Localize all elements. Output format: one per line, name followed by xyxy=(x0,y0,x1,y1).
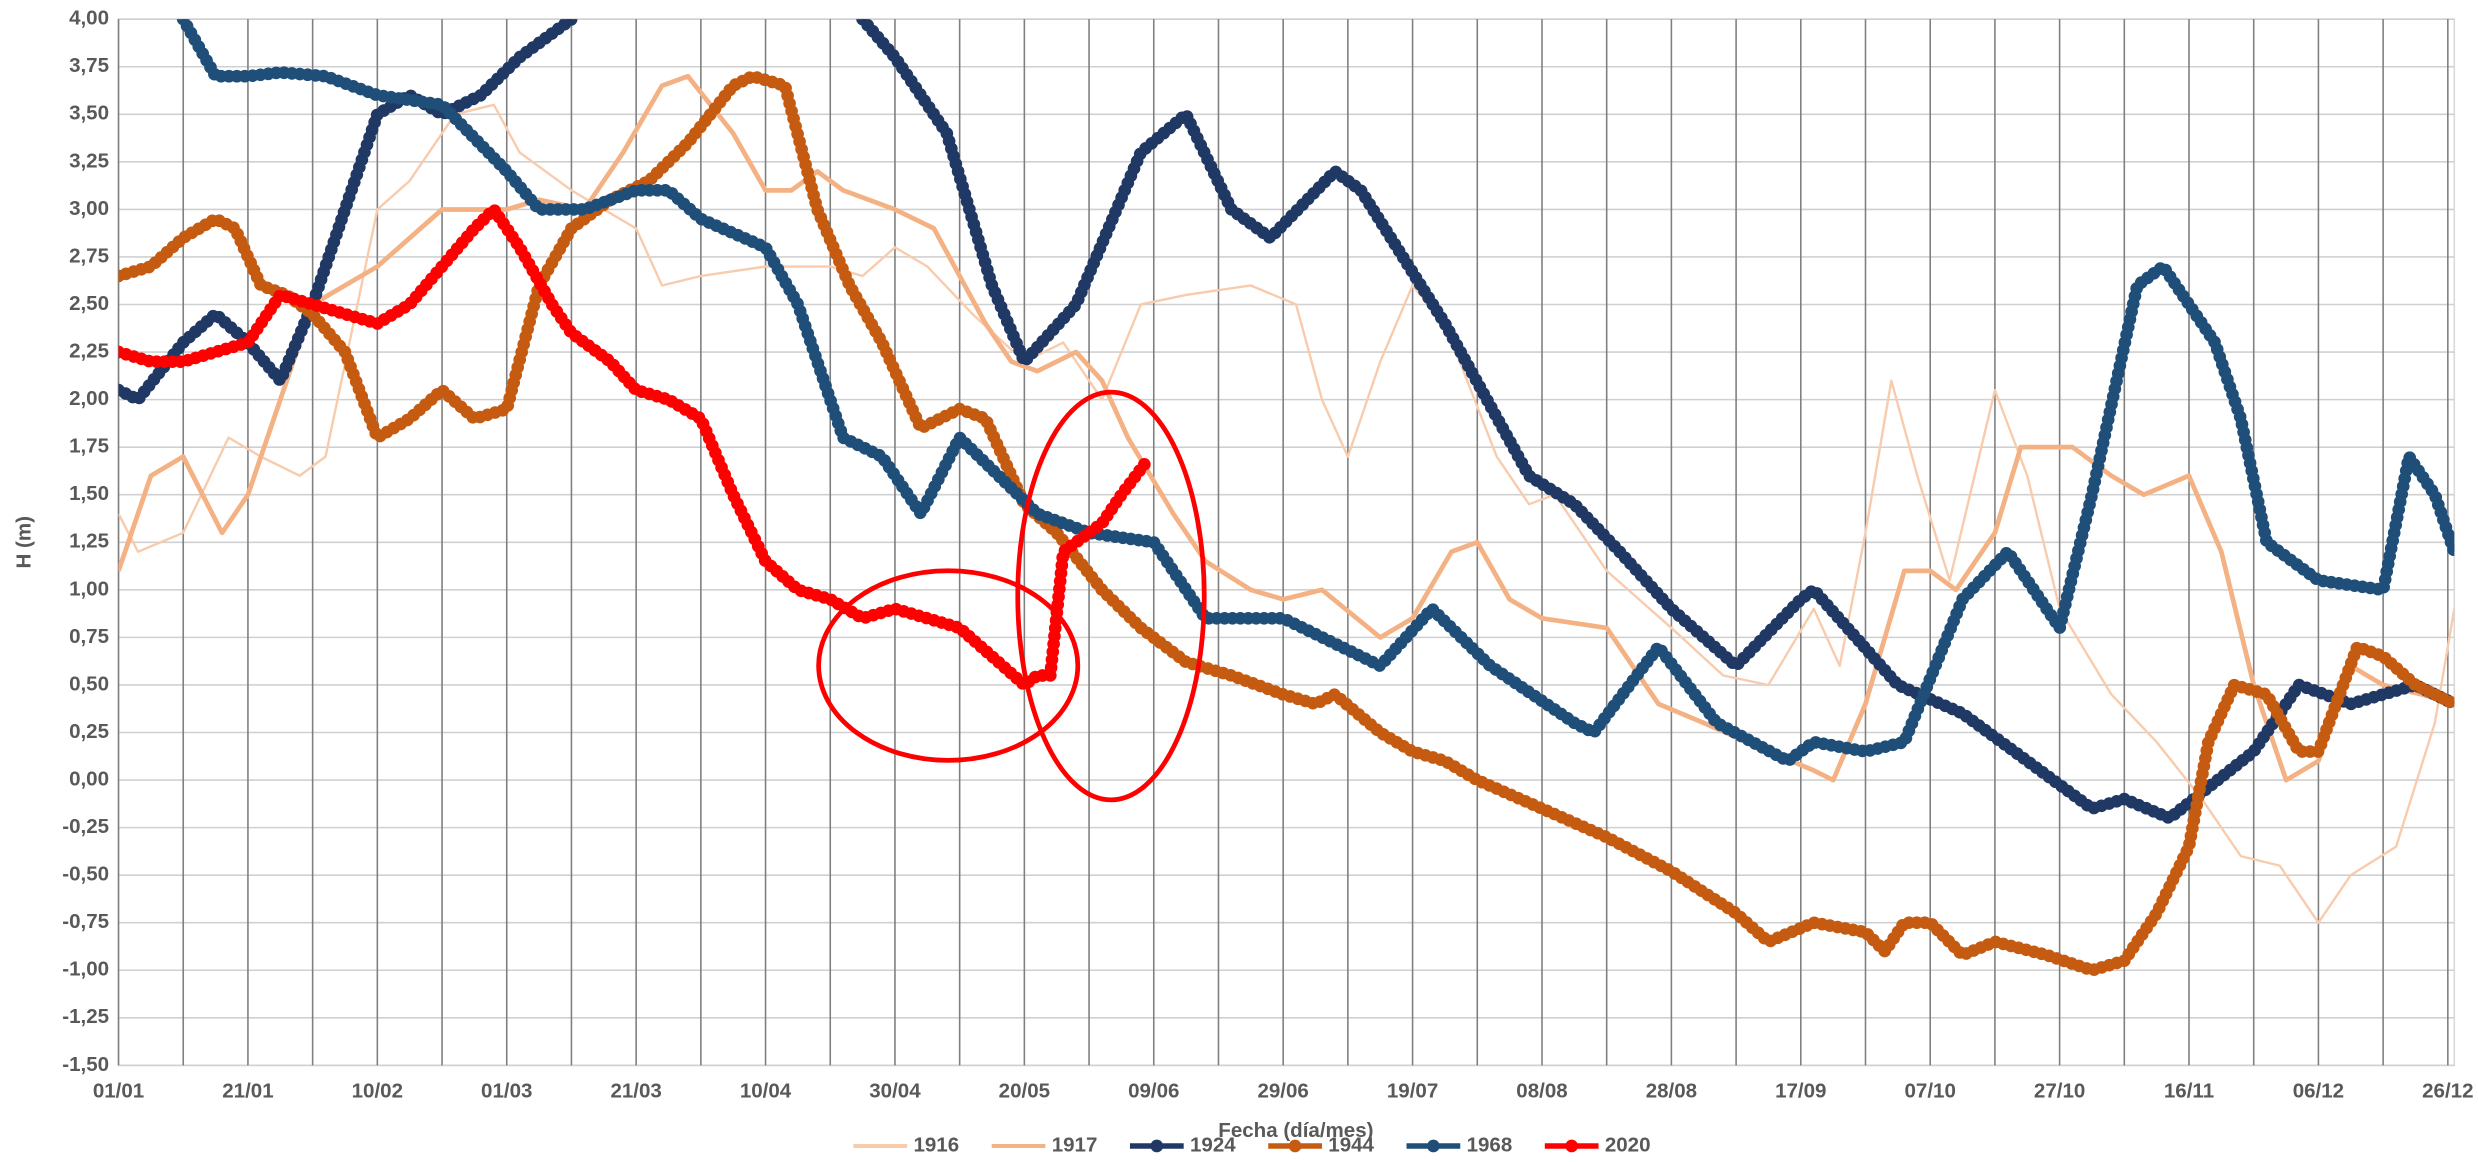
series-layer xyxy=(118,19,2455,977)
legend-label: 1968 xyxy=(1467,1133,1513,1156)
series-line xyxy=(118,207,1150,688)
x-tick-label: 21/03 xyxy=(610,1080,661,1103)
y-tick-label: -1,50 xyxy=(62,1053,109,1076)
y-axis-title: H (m) xyxy=(13,516,36,568)
legend: 1916 1917 1924 1944 1968 2020 xyxy=(853,1133,1651,1156)
y-tick-label: 0,00 xyxy=(69,767,109,790)
x-tick-label: 07/10 xyxy=(1905,1080,1956,1103)
y-tick-label: 2,75 xyxy=(69,244,109,267)
y-tick-label: -0,75 xyxy=(62,910,109,933)
y-tick-label: 3,00 xyxy=(69,197,109,220)
y-tick-label: -1,25 xyxy=(62,1005,109,1028)
y-tick-label: 2,25 xyxy=(69,339,109,362)
x-tick-label: 01/01 xyxy=(93,1080,144,1103)
legend-label: 1924 xyxy=(1190,1133,1236,1156)
x-tick-label: 28/08 xyxy=(1646,1080,1697,1103)
series-line xyxy=(118,73,2455,783)
series-line xyxy=(118,103,2455,924)
annotation-ellipse xyxy=(816,568,1081,763)
x-tick-label: 20/05 xyxy=(999,1080,1050,1103)
y-tick-label: 0,50 xyxy=(69,672,109,695)
x-tick-label: 17/09 xyxy=(1775,1080,1826,1103)
x-tick-label: 10/04 xyxy=(740,1080,792,1103)
x-tick-label: 06/12 xyxy=(2293,1080,2344,1103)
legend-label: 2020 xyxy=(1605,1133,1651,1156)
y-tick-label: -1,00 xyxy=(62,958,109,981)
y-tick-label: 4,00 xyxy=(69,7,109,30)
legend-label: 1944 xyxy=(1328,1133,1374,1156)
x-tick-label: 08/08 xyxy=(1516,1080,1567,1103)
legend-label: 1916 xyxy=(913,1133,959,1156)
series-line xyxy=(118,73,2455,973)
x-tick-label: 27/10 xyxy=(2034,1080,2085,1103)
legend-marker xyxy=(1150,1139,1164,1153)
x-tick-label: 26/12 xyxy=(2422,1080,2473,1103)
y-tick-label: 1,00 xyxy=(69,577,109,600)
legend-marker xyxy=(1565,1139,1578,1153)
x-tick-label: 01/03 xyxy=(481,1080,532,1103)
legend-label: 1917 xyxy=(1052,1133,1098,1156)
x-tick-label: 16/11 xyxy=(2164,1080,2214,1103)
y-tick-label: 2,00 xyxy=(69,387,109,410)
x-tick-label: 30/04 xyxy=(869,1080,921,1103)
y-tick-label: -0,50 xyxy=(62,863,109,886)
y-tick-label: 3,25 xyxy=(69,149,109,172)
y-tick-label: 2,50 xyxy=(69,292,109,315)
legend-marker xyxy=(1427,1139,1440,1153)
x-axis-title: Fecha (día/mes) xyxy=(1218,1119,1373,1142)
grid: -1,50 -1,25 -1,00 -0,75 -0,50 -0,25 0,00 0,25 0,… xyxy=(62,7,2473,1103)
y-tick-label: 3,75 xyxy=(69,54,109,77)
x-tick-label: 10/02 xyxy=(352,1080,403,1103)
y-tick-label: 1,75 xyxy=(69,435,109,458)
y-tick-label: 0,75 xyxy=(69,625,109,648)
y-tick-label: 1,25 xyxy=(69,530,109,553)
y-tick-label: 3,50 xyxy=(69,102,109,125)
x-tick-label: 09/06 xyxy=(1128,1080,1179,1103)
x-tick-label: 29/06 xyxy=(1257,1080,1308,1103)
x-tick-label: 21/01 xyxy=(222,1080,273,1103)
series-line xyxy=(181,19,2455,764)
annotation-ellipse xyxy=(1015,389,1207,803)
x-tick-label: 19/07 xyxy=(1387,1080,1438,1103)
y-tick-label: 0,25 xyxy=(69,720,109,743)
y-tick-label: 1,50 xyxy=(69,482,109,505)
y-tick-label: -0,25 xyxy=(62,815,109,838)
legend-marker xyxy=(1288,1139,1302,1153)
